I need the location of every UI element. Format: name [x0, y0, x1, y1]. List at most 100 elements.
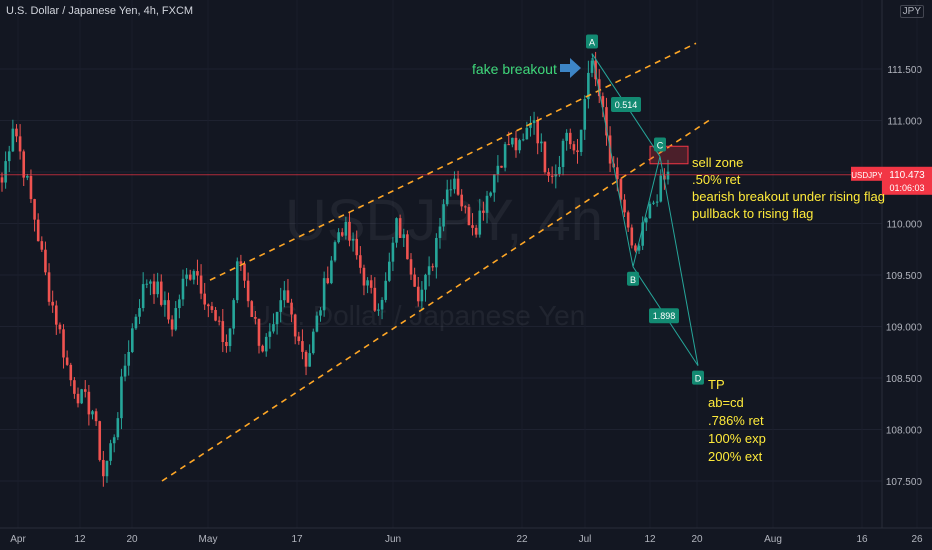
candle — [58, 324, 62, 330]
candle — [65, 357, 69, 365]
candle — [442, 204, 445, 227]
candle — [322, 278, 326, 311]
x-tick-label: 17 — [291, 534, 303, 545]
candle — [98, 421, 102, 460]
countdown-tag: 01:06:03 — [889, 183, 924, 193]
candle — [630, 227, 634, 246]
candle — [478, 210, 482, 235]
candle — [297, 336, 301, 342]
candle — [663, 175, 666, 180]
tp-note: .786% ret — [708, 413, 764, 428]
candle — [485, 195, 489, 213]
candle — [54, 305, 58, 325]
candle — [326, 278, 330, 284]
candle — [540, 141, 543, 144]
candle — [521, 139, 525, 141]
candle — [384, 280, 387, 300]
candle — [445, 189, 449, 205]
y-tick-label: 107.500 — [886, 477, 923, 488]
candle — [174, 308, 178, 330]
candle — [47, 272, 51, 302]
candle — [597, 79, 601, 97]
candle — [652, 202, 655, 204]
candle — [514, 137, 518, 151]
candle — [438, 226, 442, 238]
candle — [387, 261, 391, 281]
candle — [51, 301, 54, 306]
candle — [308, 353, 311, 367]
candle — [398, 218, 402, 239]
x-tick-label: 16 — [856, 534, 868, 545]
candle — [616, 167, 619, 180]
candle — [565, 132, 568, 141]
candle — [221, 321, 225, 342]
candle — [601, 96, 605, 108]
x-tick-label: Aug — [764, 534, 782, 545]
candle — [333, 242, 337, 261]
candle — [73, 380, 76, 394]
candle — [283, 290, 286, 301]
point-label: B — [630, 275, 636, 285]
candle — [641, 222, 644, 246]
candle — [496, 165, 500, 175]
candle — [127, 351, 130, 366]
tp-note: 200% ext — [708, 449, 763, 464]
candle — [319, 310, 322, 316]
candle — [435, 237, 438, 268]
candle — [272, 324, 275, 332]
candle — [181, 278, 185, 300]
symbol-tag: USDJPY — [851, 171, 883, 180]
candle — [22, 151, 26, 178]
candle — [120, 376, 123, 419]
symbol-tag-bg — [851, 166, 882, 181]
candle — [29, 176, 33, 200]
ratio-badge — [611, 97, 641, 113]
tp-note: 100% exp — [708, 431, 766, 446]
point-label: D — [695, 374, 702, 384]
tp-note: TP — [708, 377, 725, 392]
currency-badge[interactable]: JPY — [899, 5, 924, 18]
candle — [192, 271, 196, 280]
candle — [409, 259, 413, 275]
candle — [254, 317, 257, 319]
pattern-point-a: A — [586, 34, 598, 49]
candle — [449, 189, 453, 191]
x-tick-label: 22 — [516, 534, 528, 545]
candle — [286, 290, 290, 303]
candle — [369, 280, 373, 288]
candle — [293, 314, 297, 337]
candle — [123, 365, 127, 377]
candle — [605, 107, 608, 136]
candle — [33, 199, 36, 220]
x-tick-label: May — [199, 534, 218, 545]
candle — [529, 123, 532, 128]
candle — [453, 178, 456, 190]
candle — [659, 175, 663, 202]
candle — [4, 161, 7, 183]
candle — [619, 179, 623, 200]
candle — [464, 206, 467, 208]
candle — [315, 315, 319, 332]
candle — [344, 221, 348, 236]
candle — [648, 203, 652, 219]
candle — [416, 286, 420, 302]
y-tick-label: 108.000 — [886, 426, 923, 437]
candle — [152, 281, 156, 295]
candle — [626, 212, 630, 228]
x-tick-label: 20 — [126, 534, 138, 545]
candle — [536, 120, 539, 144]
x-tick-label: Apr — [10, 534, 26, 545]
candle — [655, 201, 659, 203]
pattern-point-c: C — [654, 137, 666, 152]
candle — [232, 300, 235, 329]
candle — [402, 234, 406, 239]
candle — [666, 171, 670, 180]
sell-note: sell zone — [692, 155, 743, 170]
candle — [427, 266, 431, 275]
candle — [471, 225, 474, 228]
candle — [102, 459, 105, 477]
candle — [359, 255, 362, 268]
point-badge — [692, 370, 704, 385]
